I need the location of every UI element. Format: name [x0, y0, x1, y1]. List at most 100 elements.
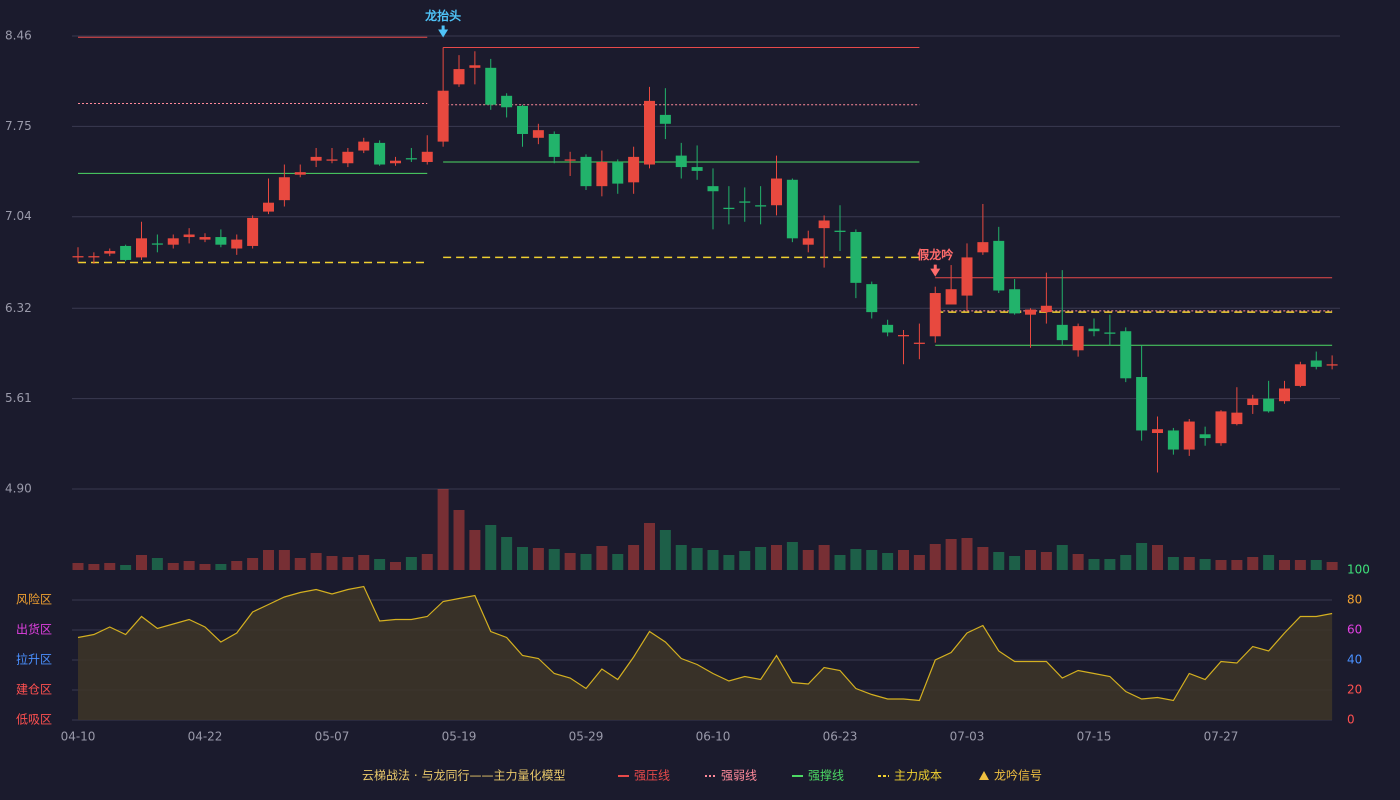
candle-body: [88, 256, 100, 258]
y-tick-label: 6.32: [5, 301, 32, 315]
legend-label: 强弱线: [721, 769, 757, 783]
candle-body: [1247, 398, 1259, 406]
volume-bar: [532, 548, 544, 570]
candle-body: [310, 156, 322, 161]
candle-body: [818, 220, 830, 229]
volume-bar: [390, 562, 401, 570]
volume-bar: [501, 537, 513, 570]
candle-body: [151, 243, 163, 245]
volume-bar: [1279, 560, 1290, 570]
indicator-tick-label: 40: [1347, 653, 1362, 667]
x-tick-label: 07-03: [950, 730, 985, 744]
legend-title: 云梯战法 · 与龙同行——主力量化模型: [362, 769, 565, 783]
candle-body: [421, 151, 433, 162]
candle-body: [294, 172, 306, 175]
candle-body: [1183, 421, 1195, 450]
volume-bar: [1215, 560, 1227, 570]
volume-bar: [1025, 550, 1036, 570]
candle-body: [1279, 388, 1290, 402]
y-tick-label: 7.04: [5, 209, 32, 223]
candle-body: [263, 202, 274, 212]
legend-label: 主力成本: [894, 769, 942, 783]
x-tick-label: 05-07: [315, 730, 350, 744]
candle-body: [342, 151, 354, 164]
candle-body: [564, 159, 576, 161]
candle-body: [1040, 305, 1052, 313]
candle-body: [1088, 328, 1100, 332]
candle-body: [1310, 360, 1322, 367]
volume-bar: [1072, 554, 1084, 570]
volume-bar: [278, 550, 290, 570]
volume-bar: [1120, 555, 1132, 570]
candle-body: [183, 234, 195, 238]
candle-body: [326, 159, 338, 161]
x-tick-label: 06-10: [696, 730, 731, 744]
volume-bar: [263, 550, 274, 570]
volume-bar: [183, 561, 195, 570]
candle-body: [771, 178, 782, 206]
volume-bar: [1040, 552, 1052, 570]
candle-body: [1009, 289, 1021, 314]
volume-bar: [136, 555, 147, 570]
volume-bar: [469, 530, 481, 570]
candle-body: [929, 293, 941, 337]
volume-bar: [72, 563, 84, 570]
candle-body: [596, 161, 608, 187]
volume-bar: [786, 542, 798, 570]
y-tick-label: 7.75: [5, 119, 32, 133]
volume-bar: [850, 549, 862, 570]
candle-body: [1231, 412, 1243, 425]
volume-bar: [310, 553, 322, 570]
volume-bar: [358, 555, 370, 570]
signal-arrow: [438, 25, 449, 38]
volume-bar: [247, 558, 259, 570]
volume-bar: [564, 553, 576, 570]
candle-body: [374, 142, 386, 165]
candle-body: [215, 237, 227, 245]
candle-body: [1056, 324, 1068, 341]
candle-body: [850, 231, 862, 283]
volume-bar: [929, 544, 941, 570]
volume-bar: [1199, 559, 1211, 570]
indicator-line: [77, 585, 1333, 702]
volume-bar: [405, 557, 417, 570]
candle-body: [1167, 430, 1179, 450]
volume-bar: [104, 563, 116, 570]
volume-bar: [580, 554, 592, 570]
candle-body: [453, 69, 465, 85]
signal-label: 龙抬头: [425, 8, 461, 23]
volume-bar: [1294, 560, 1306, 570]
candle-body: [501, 95, 513, 108]
candle-body: [707, 186, 719, 192]
x-tick-label: 07-27: [1204, 730, 1239, 744]
volume-bar: [88, 564, 100, 570]
candle-body: [120, 245, 132, 260]
indicator-tick-label: 60: [1347, 623, 1362, 637]
candle-body: [723, 207, 735, 210]
candle-body: [390, 160, 401, 164]
zone-label: 风险区: [16, 592, 52, 607]
legend-swatch: [979, 771, 989, 780]
y-tick-label: 8.46: [5, 29, 32, 43]
volume-bar: [739, 551, 751, 570]
volume-bar: [1104, 559, 1116, 570]
volume-bar: [548, 549, 560, 570]
volume-bar: [120, 565, 132, 570]
volume-bar: [1326, 562, 1338, 570]
candle-body: [1120, 331, 1132, 379]
candle-body: [517, 105, 528, 134]
candle-body: [755, 205, 767, 207]
candle-body: [104, 251, 116, 254]
candle-body: [1326, 364, 1338, 366]
volume-bar: [1310, 560, 1322, 570]
volume-bar: [1152, 545, 1163, 570]
indicator-tick-label: 80: [1347, 593, 1362, 607]
volume-bar: [675, 545, 687, 570]
x-tick-label: 04-22: [188, 730, 223, 744]
candle-body: [580, 156, 592, 187]
candle-body: [612, 161, 624, 184]
candle-body: [866, 284, 878, 313]
candle-body: [278, 177, 290, 201]
candle-body: [167, 238, 179, 245]
